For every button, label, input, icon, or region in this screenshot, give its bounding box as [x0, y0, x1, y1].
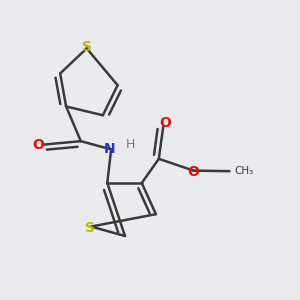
Text: S: S — [82, 40, 92, 54]
Text: O: O — [32, 138, 44, 152]
Text: O: O — [160, 116, 172, 130]
Text: CH₃: CH₃ — [235, 166, 254, 176]
Text: N: N — [104, 142, 116, 156]
Text: O: O — [188, 165, 200, 179]
Text: S: S — [85, 221, 94, 235]
Text: H: H — [126, 138, 135, 151]
